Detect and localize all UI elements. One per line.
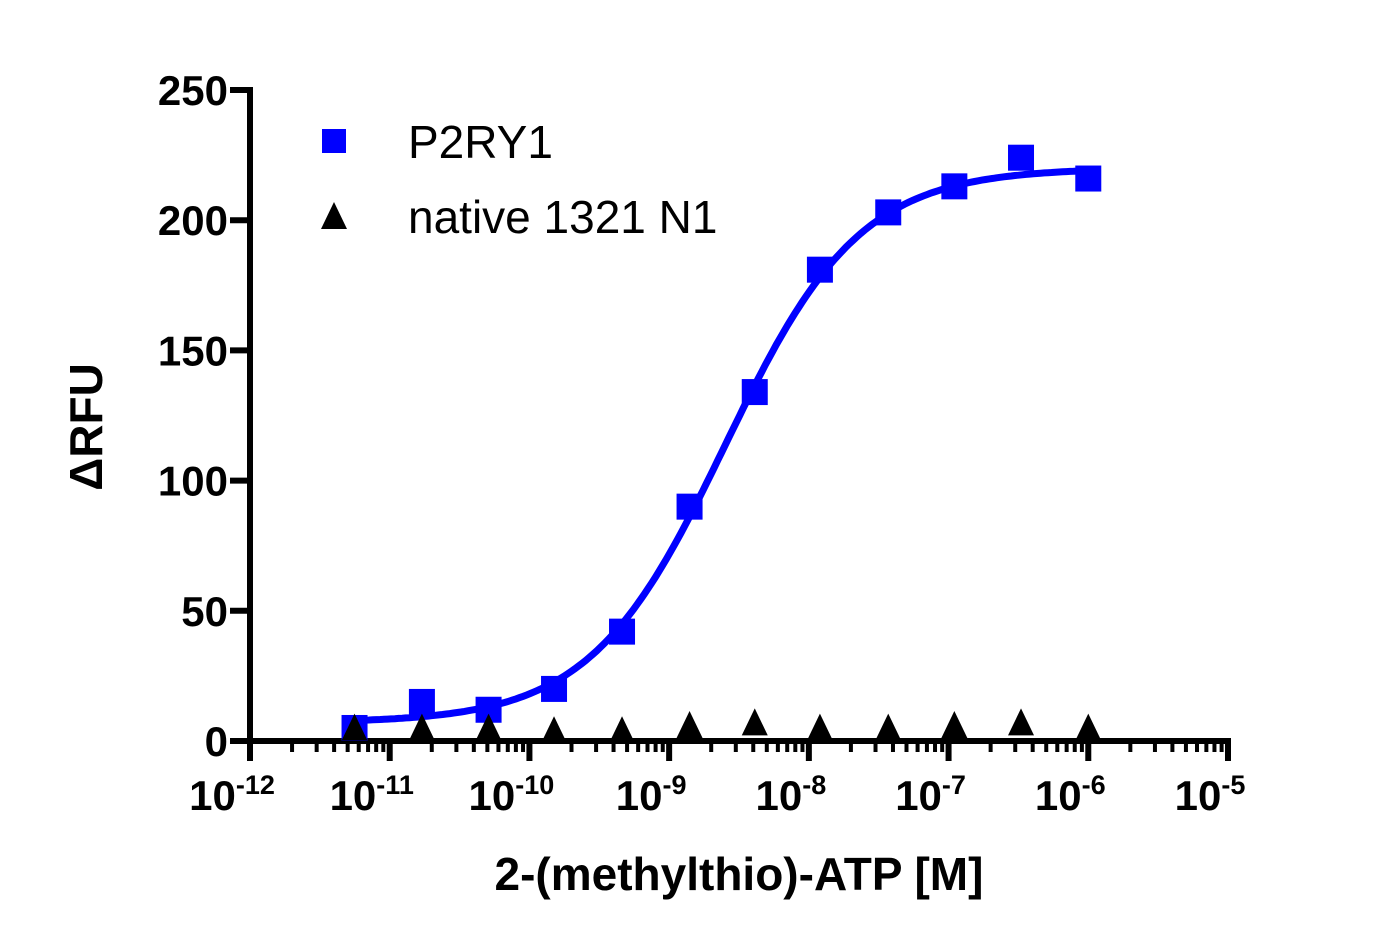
fit-curves [354,167,1089,724]
data-point-triangle [1075,713,1102,741]
x-tick-exponent: -9 [662,770,686,800]
data-point-square [1075,165,1102,192]
data-point-triangle [408,713,435,741]
x-tick-base: 10 [755,772,802,819]
legend-marker-square [322,129,346,153]
data-point-triangle [741,708,768,736]
y-tick-label: 250 [158,67,228,114]
x-tick-exponent: -10 [515,770,554,800]
axes [230,87,1231,761]
x-tick-label: 10-8 [755,770,826,819]
y-tick-label: 150 [158,327,228,374]
data-points [341,144,1102,744]
data-point-triangle [676,710,703,738]
x-tick-label: 10-12 [189,770,275,819]
x-tick-exponent: -7 [942,770,966,800]
legend-marker-triangle [321,202,347,229]
x-tick-base: 10 [895,772,942,819]
x-tick-labels: 10-12 10-11 10-10 10-9 10-8 10-7 10-6 10-5 [189,770,1245,819]
x-tick-label: 10-5 [1175,770,1246,819]
data-point-triangle [341,713,368,741]
data-point-triangle [1008,708,1035,736]
y-tick-label: 200 [158,197,228,244]
data-point-triangle [541,716,568,744]
data-point-square [875,199,902,226]
data-point-square [1008,144,1035,171]
x-tick-base: 10 [469,772,516,819]
legend-label-native: native 1321 N1 [408,191,717,243]
x-tick-base: 10 [189,772,236,819]
data-point-triangle [875,713,902,741]
data-point-square [609,618,636,645]
data-point-square [806,256,833,283]
data-point-square [941,173,968,200]
data-point-triangle [609,716,636,744]
x-tick-base: 10 [330,772,377,819]
x-tick-base: 10 [1035,772,1082,819]
x-tick-exponent: -6 [1082,770,1106,800]
data-point-square [676,493,703,520]
x-tick-exponent: -11 [376,770,414,800]
x-tick-label: 10-10 [469,770,555,819]
y-tick-labels: 0 50 100 150 200 250 [158,67,228,765]
x-tick-base: 10 [1175,772,1222,819]
y-axis-label: ΔRFU [60,363,112,491]
legend-label-p2ry1: P2RY1 [408,116,553,168]
legend: P2RY1 native 1321 N1 [321,116,717,243]
x-tick-label: 10-11 [330,770,414,819]
x-tick-base: 10 [616,772,663,819]
data-point-triangle [475,713,502,741]
y-tick-label: 0 [205,718,228,765]
data-point-square [408,688,435,715]
x-tick-exponent: -12 [236,770,275,800]
data-point-triangle [941,710,968,738]
data-point-square [741,379,768,406]
x-tick-exponent: -5 [1221,770,1245,800]
x-tick-exponent: -8 [802,770,826,800]
y-tick-label: 100 [158,458,228,505]
x-tick-label: 10-6 [1035,770,1106,819]
fit-curve-0 [354,167,1089,724]
x-axis-label: 2-(methylthio)-ATP [M] [495,848,984,900]
x-tick-label: 10-9 [616,770,687,819]
data-point-square [541,675,568,702]
x-tick-label: 10-7 [895,770,966,819]
data-point-triangle [806,713,833,741]
y-tick-label: 50 [181,588,228,635]
